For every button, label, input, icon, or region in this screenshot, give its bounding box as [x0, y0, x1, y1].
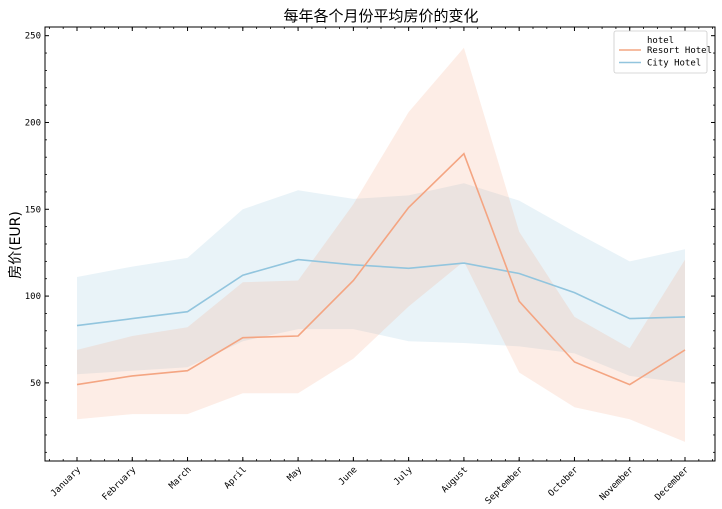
x-tick-label: October	[547, 465, 581, 499]
x-tick-label: July	[392, 465, 415, 488]
chart-title: 每年各个月份平均房价的变化	[283, 7, 478, 25]
city-hotel-line	[76, 258, 686, 327]
y-tick-label: 200	[25, 118, 41, 128]
x-tick-label: November	[598, 465, 636, 503]
city-hotel-band	[77, 183, 685, 383]
x-tick-label: December	[653, 465, 691, 503]
legend-label-resort-hotel: Resort Hotel	[647, 46, 712, 56]
series-lines	[76, 152, 686, 386]
y-tick-label: 150	[25, 205, 41, 215]
legend: hotel Resort Hotel City Hotel	[613, 30, 712, 74]
y-tick-label: 100	[25, 292, 41, 302]
legend-title: hotel	[647, 36, 674, 46]
x-tick-label: January	[49, 465, 83, 499]
y-tick-label: 250	[25, 32, 41, 42]
x-tick-label: September	[484, 465, 526, 507]
y-tick-label: 50	[30, 379, 41, 389]
x-tick-label: June	[337, 465, 359, 487]
x-tick-label: August	[440, 465, 470, 495]
x-tick-label: February	[101, 465, 139, 503]
y-axis-label: 房价(EUR)	[8, 211, 24, 279]
x-tick-label: March	[167, 465, 193, 491]
legend-label-city-hotel: City Hotel	[647, 59, 701, 69]
resort-hotel-line	[76, 152, 686, 386]
x-tick-label: May	[286, 465, 305, 484]
x-tick-label: April	[223, 465, 249, 491]
